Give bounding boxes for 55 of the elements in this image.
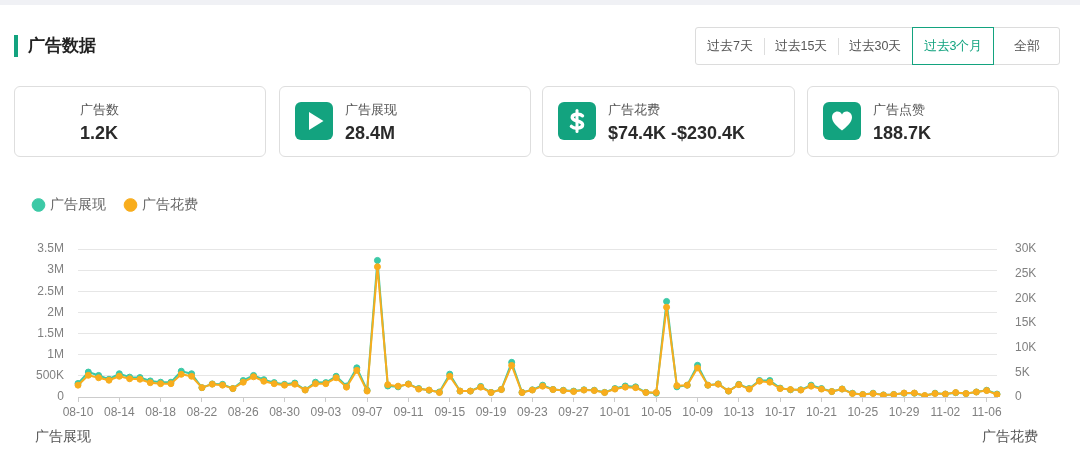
range-tab[interactable]: 过去15天 [764,28,838,64]
text: 广告花费 [608,102,660,118]
range-tab[interactable]: 全部 [994,28,1059,64]
range-tab[interactable]: 过去30天 [838,28,912,64]
x-tick-label: 11-06 [971,404,1002,419]
y2-tick-label: 15K [1015,315,1037,330]
text: 188.7K [873,122,932,144]
x-tick-label: 10-01 [599,404,631,419]
y2-tick-label: 10K [1015,339,1037,354]
x-tick-label: 09-15 [434,404,466,419]
x-tick-label: 09-11 [393,404,424,419]
y2-tick-label: 25K [1015,265,1037,280]
x-tick-label: 09-07 [351,404,383,419]
y2-tick-label: 0 [1015,389,1022,404]
x-tick-label: 10-09 [682,404,714,419]
y-tick-label: 500K [35,368,64,383]
legend-label: 广告展现 [50,195,106,212]
y-tick-label: 3.5M [37,241,64,256]
range-tab[interactable]: 过去7天 [696,28,764,64]
x-tick-label: 08-30 [269,404,301,419]
x-tick-label: 08-26 [227,404,259,419]
x-tick-label: 08-14 [103,404,135,419]
y-tick-label: 0 [57,389,65,404]
y2-axis-title: 广告花费 [982,427,1038,444]
y-tick-label: 3M [47,262,64,277]
y-tick-label: 2M [47,304,64,319]
text: 广告展现 [345,102,397,118]
y2-tick-label: 5K [1015,364,1030,379]
y-tick-label: 2.5M [37,283,64,298]
x-tick-label: 09-27 [558,404,590,419]
x-tick-label: 10-13 [723,404,755,419]
text: 1.2K [80,122,119,144]
y2-tick-label: 20K [1015,290,1037,305]
x-tick-label: 08-22 [186,404,218,419]
text: 广告数据 [14,35,96,57]
x-tick-label: 10-17 [764,404,796,419]
x-tick-label: 11-02 [930,404,961,419]
x-tick-label: 10-25 [847,404,879,419]
x-tick-label: 10-21 [806,404,838,419]
x-tick-label: 09-03 [310,404,342,419]
x-tick-label: 09-23 [516,404,548,419]
x-tick-label: 08-10 [62,404,94,419]
x-tick-label: 09-19 [475,404,507,419]
x-tick-label: 08-18 [145,404,177,419]
legend-label: 广告花费 [142,195,198,212]
text: 广告数 [80,102,119,118]
y-tick-label: 1.5M [37,325,64,340]
text: $74.4K -$230.4K [608,122,746,144]
y2-tick-label: 30K [1015,241,1037,256]
x-tick-label: 10-29 [888,404,920,419]
text: 28.4M [345,122,396,144]
text: 广告点赞 [873,102,925,118]
y-tick-label: 1M [47,347,64,362]
y-axis-title: 广告展现 [35,427,91,444]
x-tick-label: 10-05 [640,404,672,419]
